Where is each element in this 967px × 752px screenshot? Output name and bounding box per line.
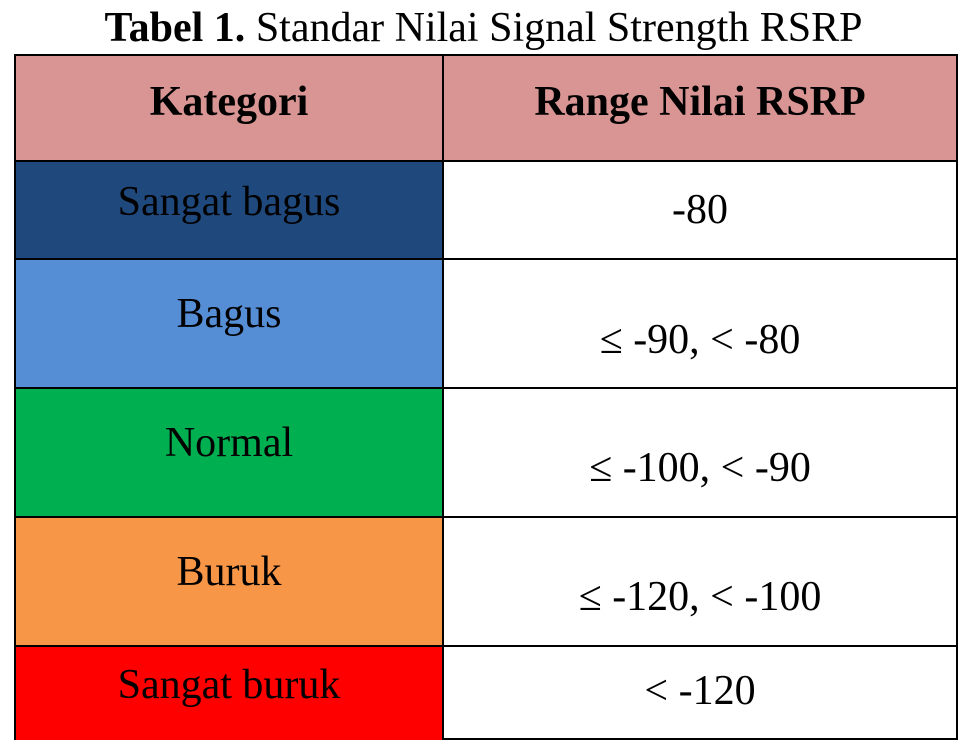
table-title: Standar Nilai Signal Strength RSRP	[255, 5, 863, 51]
table-row: Sangat buruk < -120	[16, 647, 956, 740]
category-label: Sangat bagus	[117, 179, 341, 225]
range-cell: < -120	[444, 647, 956, 740]
header-cell-category: Kategori	[16, 56, 444, 160]
range-cell: -80	[444, 162, 956, 258]
category-cell: Sangat bagus	[16, 162, 444, 258]
table-caption: Tabel 1. Standar Nilai Signal Strength R…	[0, 2, 967, 54]
category-label: Buruk	[176, 549, 282, 595]
category-cell: Sangat buruk	[16, 647, 444, 740]
rsrp-standard-table: Kategori Range Nilai RSRP Sangat bagus -…	[14, 54, 958, 740]
category-label: Sangat buruk	[117, 662, 341, 708]
category-cell: Buruk	[16, 518, 444, 645]
range-value: ≤ -100, < -90	[589, 445, 811, 491]
range-value: ≤ -120, < -100	[578, 574, 822, 620]
range-cell: ≤ -120, < -100	[444, 518, 956, 645]
range-cell: ≤ -100, < -90	[444, 389, 956, 516]
category-label: Normal	[164, 420, 294, 466]
category-cell: Bagus	[16, 260, 444, 387]
header-cell-range: Range Nilai RSRP	[444, 56, 956, 160]
range-value: -80	[672, 187, 728, 233]
table-row: Sangat bagus -80	[16, 162, 956, 260]
range-value: < -120	[644, 668, 756, 714]
category-label: Bagus	[176, 291, 282, 337]
category-cell: Normal	[16, 389, 444, 516]
range-value: ≤ -90, < -80	[599, 317, 801, 363]
table-row: Buruk ≤ -120, < -100	[16, 518, 956, 647]
table-row: Bagus ≤ -90, < -80	[16, 260, 956, 389]
table-row: Normal ≤ -100, < -90	[16, 389, 956, 518]
range-cell: ≤ -90, < -80	[444, 260, 956, 387]
table-header-row: Kategori Range Nilai RSRP	[16, 56, 956, 162]
table-number: Tabel 1.	[104, 5, 246, 51]
header-range-label: Range Nilai RSRP	[534, 79, 866, 125]
header-category-label: Kategori	[149, 79, 309, 125]
